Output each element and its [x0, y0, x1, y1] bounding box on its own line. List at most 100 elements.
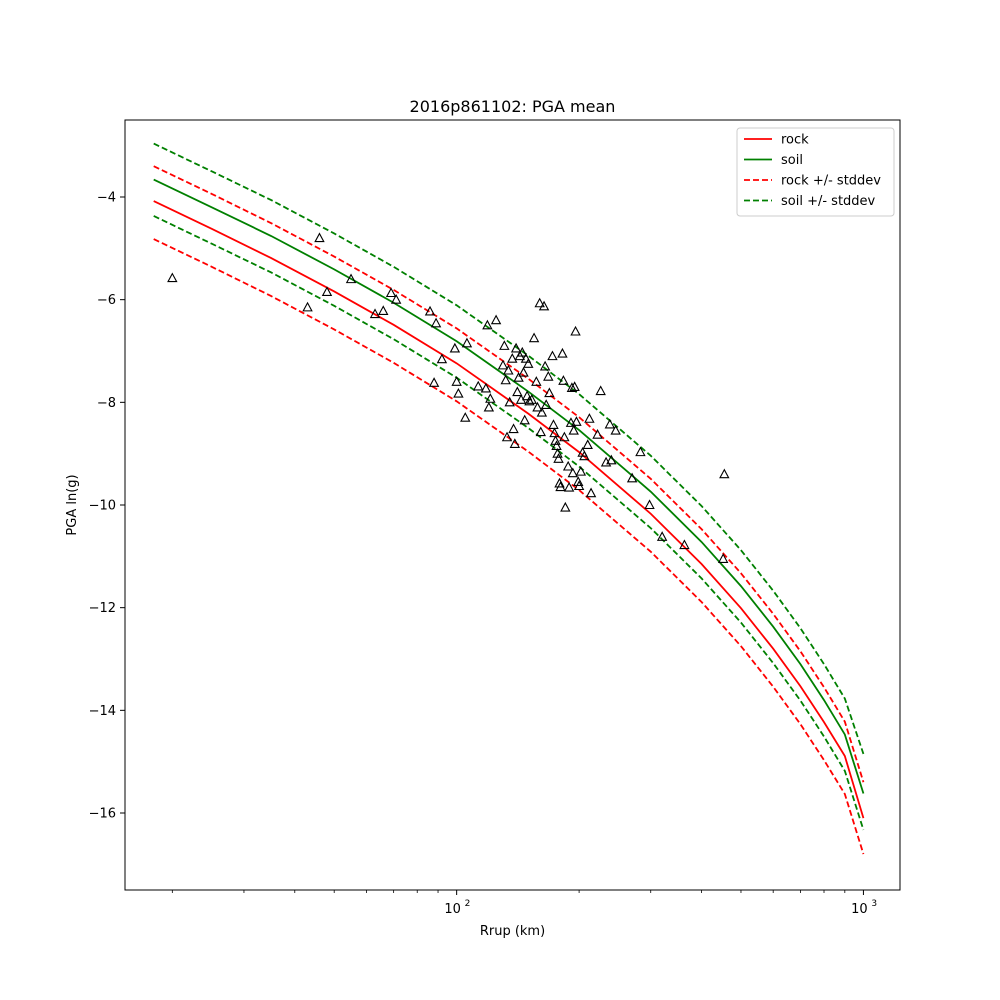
series-line-3 — [153, 238, 865, 855]
data-point-12 — [436, 353, 448, 364]
data-point-2 — [314, 232, 325, 243]
data-point-65 — [555, 481, 566, 492]
data-point-44 — [524, 395, 535, 406]
data-point-43 — [523, 358, 534, 368]
data-point-91 — [606, 454, 617, 465]
data-point-70 — [562, 460, 574, 471]
data-point-86 — [585, 487, 597, 498]
series-line-0 — [153, 200, 865, 819]
data-point-68 — [559, 431, 570, 442]
data-point-40 — [519, 414, 530, 425]
data-point-56 — [544, 387, 555, 398]
series-line-1 — [153, 178, 865, 794]
data-point-21 — [483, 401, 495, 412]
data-point-52 — [538, 300, 550, 311]
data-point-45 — [526, 394, 538, 404]
y-axis-label: PGA ln(g) — [65, 474, 80, 535]
data-point-92 — [610, 424, 621, 435]
data-point-17 — [461, 337, 473, 348]
plot-area — [153, 142, 865, 855]
data-point-64 — [554, 477, 565, 488]
x-tick-exponent: 2 — [465, 899, 471, 909]
data-point-59 — [549, 427, 560, 438]
data-point-93 — [626, 472, 638, 483]
legend: rock soil rock +/- stddev soil +/- stddev — [736, 127, 895, 217]
legend-box — [736, 127, 895, 217]
data-point-96 — [656, 531, 668, 541]
data-point-8 — [390, 294, 402, 304]
data-point-51 — [536, 406, 548, 417]
data-point-71 — [563, 481, 575, 492]
axes: −16−14−12−10−8−6−410 2 10 3 — [89, 119, 901, 917]
data-point-3 — [321, 286, 333, 297]
data-point-35 — [513, 372, 524, 382]
data-point-7 — [385, 287, 397, 298]
y-tick-label: −14 — [89, 704, 116, 719]
legend-label-3: soil +/- stddev — [781, 194, 876, 209]
y-tick-label: −8 — [97, 396, 116, 411]
data-point-66 — [557, 347, 568, 358]
data-point-24 — [497, 359, 509, 370]
legend-label-1: soil — [781, 153, 803, 168]
data-point-49 — [534, 297, 545, 308]
data-point-10 — [428, 377, 440, 387]
data-point-9 — [424, 305, 436, 316]
data-point-6 — [378, 305, 389, 316]
series-line-4 — [153, 142, 865, 755]
data-point-4 — [345, 273, 357, 284]
data-point-19 — [480, 382, 492, 393]
data-point-90 — [604, 418, 616, 429]
data-point-69 — [560, 501, 571, 512]
data-point-32 — [509, 438, 521, 448]
data-point-23 — [490, 314, 502, 325]
y-tick-label: −12 — [89, 601, 116, 616]
data-point-95 — [644, 499, 655, 510]
y-tick-label: −6 — [97, 293, 116, 308]
data-point-85 — [584, 413, 595, 423]
data-point-57 — [547, 350, 558, 361]
data-point-78 — [571, 416, 582, 426]
data-point-27 — [501, 431, 513, 442]
data-point-20 — [482, 319, 493, 330]
data-point-61 — [551, 440, 562, 451]
data-point-25 — [499, 340, 510, 350]
data-point-87 — [592, 429, 603, 439]
data-point-41 — [520, 353, 532, 363]
data-point-38 — [517, 346, 528, 357]
y-tick-label: −10 — [89, 499, 116, 514]
data-point-30 — [507, 353, 518, 363]
data-point-22 — [485, 393, 496, 403]
data-point-94 — [635, 446, 646, 457]
data-point-46 — [528, 332, 540, 343]
data-point-31 — [508, 423, 519, 434]
data-point-50 — [535, 426, 547, 437]
data-point-39 — [518, 366, 529, 377]
data-point-77 — [570, 325, 581, 336]
data-point-99 — [719, 468, 730, 479]
data-point-16 — [460, 412, 471, 422]
data-point-11 — [430, 317, 442, 328]
data-point-34 — [512, 386, 523, 397]
y-tick-label: −16 — [89, 807, 116, 822]
series-line-2 — [153, 165, 865, 783]
data-point-53 — [539, 360, 551, 371]
data-point-5 — [369, 308, 381, 319]
data-point-58 — [548, 419, 559, 429]
data-point-88 — [595, 385, 606, 396]
data-point-15 — [453, 387, 464, 398]
data-point-42 — [521, 390, 533, 401]
data-point-0 — [167, 272, 178, 283]
x-tick-label: 10 — [851, 902, 868, 917]
data-point-84 — [582, 439, 593, 449]
data-point-98 — [717, 553, 729, 563]
data-point-13 — [449, 342, 461, 353]
data-point-14 — [451, 376, 462, 386]
y-tick-label: −4 — [97, 191, 116, 206]
data-point-74 — [567, 467, 579, 478]
data-point-18 — [473, 380, 484, 391]
data-point-63 — [553, 453, 564, 463]
data-point-76 — [569, 381, 580, 391]
series-line-5 — [153, 215, 865, 831]
data-point-83 — [579, 450, 590, 461]
